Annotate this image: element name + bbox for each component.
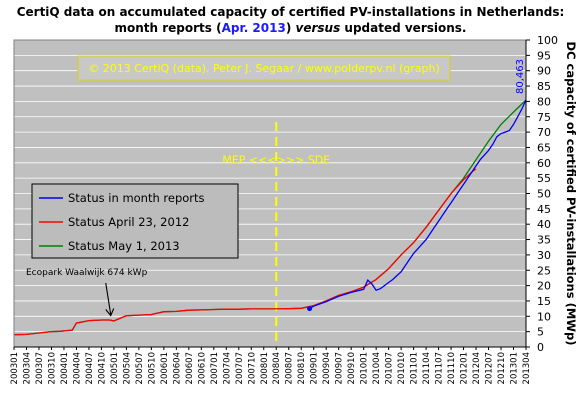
x-tick-label: 200907 [335, 352, 345, 384]
ecopark-annotation: Ecopark Waalwijk 674 kWp [26, 268, 148, 278]
x-tick-label: 200304 [22, 352, 32, 384]
chart-title-line2: month reports (Apr. 2013) versus updated… [114, 21, 467, 35]
x-tick-label: 200810 [297, 352, 307, 384]
ecopark-arrowhead [105, 308, 115, 317]
x-tick-label: 201010 [397, 352, 407, 384]
x-tick-label: 200310 [47, 352, 57, 384]
x-tick-label: 201107 [435, 352, 445, 384]
x-tick-label: 200401 [60, 352, 70, 384]
y-tick-label: 25 [537, 264, 551, 277]
x-tick-label: 200901 [310, 352, 320, 384]
x-tick-label: 200801 [260, 352, 270, 384]
x-tick-label: 201210 [497, 352, 507, 384]
x-tick-label: 201004 [372, 352, 382, 384]
x-tick-label: 200507 [135, 352, 145, 384]
x-tick-label: 200704 [222, 352, 232, 384]
y-tick-label: 35 [537, 234, 551, 247]
x-tick-label: 200701 [210, 352, 220, 384]
y-tick-label: 55 [537, 172, 551, 185]
x-tick-label: 201204 [472, 352, 482, 384]
last-value-label: 80,463 [515, 59, 526, 94]
x-tick-label: 200604 [172, 352, 182, 384]
x-tick-label: 200904 [322, 352, 332, 384]
x-tick-label: 200410 [97, 352, 107, 384]
x-tick-label: 201104 [422, 352, 432, 384]
y-tick-label: 50 [537, 188, 551, 201]
x-tick-label: 201201 [460, 352, 470, 384]
legend-box [31, 183, 239, 259]
y-tick-label: 65 [537, 141, 551, 154]
legend-label: Status in month reports [68, 191, 205, 205]
y-tick-label: 5 [537, 326, 544, 339]
x-tick-label: 200601 [160, 352, 170, 384]
x-tick-label: 201304 [522, 352, 532, 384]
x-tick-label: 201301 [510, 352, 520, 384]
y-tick-label: 75 [537, 111, 551, 124]
y-tick-label: 100 [537, 34, 558, 47]
y-tick-label: 45 [537, 203, 551, 216]
mep-sde-label: MEP <<<>>> SDE [222, 154, 330, 167]
x-tick-label: 201001 [360, 352, 370, 384]
y-tick-label: 30 [537, 249, 551, 262]
x-tick-label: 200404 [72, 352, 82, 384]
x-tick-label: 200710 [247, 352, 257, 384]
title-highlight: Apr. 2013 [221, 21, 286, 35]
y-axis-title: DC capacity of certified PV-installation… [564, 42, 578, 346]
x-tick-label: 200610 [197, 352, 207, 384]
series-line [13, 168, 477, 336]
y-tick-label: 95 [537, 49, 551, 62]
x-tick-label: 201110 [447, 352, 457, 384]
x-tick-label: 200807 [285, 352, 295, 384]
y-tick-label: 85 [537, 80, 551, 93]
chart-title: CertiQ data on accumulated capacity of c… [0, 4, 581, 36]
x-tick-label: 200504 [122, 352, 132, 384]
copyright-box [77, 55, 451, 81]
y-tick-label: 15 [537, 295, 551, 308]
x-tick-label: 201007 [385, 352, 395, 384]
ecopark-arrow [105, 282, 112, 315]
legend-label: Status May 1, 2013 [68, 239, 180, 253]
chart-title-line1: CertiQ data on accumulated capacity of c… [16, 5, 565, 19]
x-tick-label: 201101 [410, 352, 420, 384]
x-tick-label: 200307 [35, 352, 45, 384]
x-tick-label: 200301 [10, 352, 20, 384]
x-tick-label: 200607 [185, 352, 195, 384]
x-tick-label: 200707 [235, 352, 245, 384]
y-tick-label: 60 [537, 157, 551, 170]
y-tick-label: 10 [537, 310, 551, 323]
y-tick-label: 70 [537, 126, 551, 139]
y-tick-label: 40 [537, 218, 551, 231]
copyright-text: © 2013 CertiQ (data). Peter J. Segaar / … [88, 62, 440, 75]
x-tick-label: 200510 [147, 352, 157, 384]
data-point-marker [307, 306, 313, 312]
x-tick-label: 200407 [85, 352, 95, 384]
x-tick-label: 201207 [485, 352, 495, 384]
y-tick-label: 90 [537, 65, 551, 78]
x-tick-label: 200910 [347, 352, 357, 384]
y-tick-label: 20 [537, 280, 551, 293]
series-line [309, 99, 527, 310]
y-tick-label: 0 [537, 341, 544, 354]
y-tick-label: 80 [537, 95, 551, 108]
legend-label: Status April 23, 2012 [68, 215, 189, 229]
x-tick-label: 200804 [272, 352, 282, 384]
x-tick-label: 200501 [110, 352, 120, 384]
